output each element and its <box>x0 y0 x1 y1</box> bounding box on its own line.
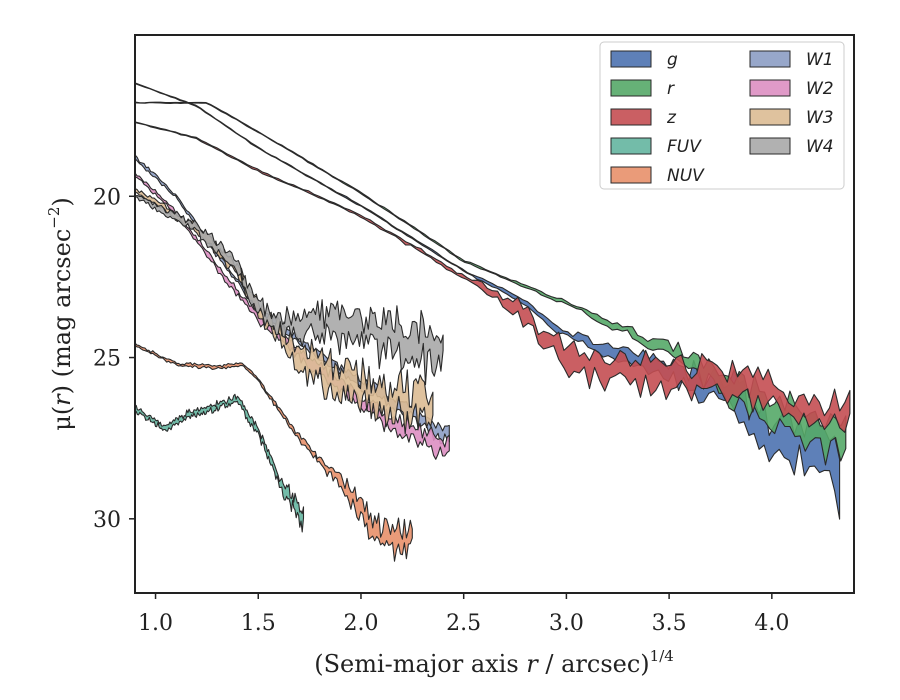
x-tick-label: 3.0 <box>549 611 584 636</box>
series-layer <box>134 82 851 562</box>
legend-swatch-w3 <box>749 108 791 126</box>
series-band-r <box>134 101 847 466</box>
legend-label-w1: W1 <box>806 50 834 70</box>
x-tick-label: 1.0 <box>138 611 173 636</box>
legend-label-fuv: FUV <box>667 137 702 157</box>
legend-items: grz FUV NUV W1 W2 W3 W4 <box>610 50 834 186</box>
legend-label-w4: W4 <box>806 137 834 157</box>
legend-swatch-fuv <box>610 137 652 155</box>
legend-label-w2: W2 <box>806 79 834 99</box>
x-axis-title: (Semi-major axis r / arcsec)1/4 <box>314 647 674 678</box>
y-tick-label: 20 <box>93 185 121 210</box>
ticks-layer: 1.0 1.5 2.0 2.5 3.0 3.5 4.0 20 25 30 <box>93 185 789 636</box>
legend-swatch-nuv <box>610 166 652 184</box>
legend-label-r: r <box>667 79 675 99</box>
y-axis-title: μ(r) (mag arcsec−2) <box>45 197 76 431</box>
legend-swatch-r <box>610 79 652 97</box>
series-band-fuv <box>134 393 305 533</box>
y-tick-label: 25 <box>93 347 121 372</box>
legend-swatch-w1 <box>749 50 791 68</box>
x-tick-label: 2.5 <box>446 611 481 636</box>
x-tick-label: 4.0 <box>754 611 789 636</box>
series-band-z <box>134 121 851 433</box>
legend-swatch-z <box>610 108 652 126</box>
legend-label-g: g <box>667 50 678 70</box>
legend-swatch-g <box>610 50 652 68</box>
legend: grz FUV NUV W1 W2 W3 W4 <box>599 41 845 190</box>
x-tick-label: 2.0 <box>343 611 378 636</box>
series-band-g <box>134 82 841 520</box>
y-tick-label: 30 <box>93 508 121 533</box>
legend-swatch-w2 <box>749 79 791 97</box>
series-band-w4 <box>134 194 444 386</box>
series-band-w2 <box>134 172 450 460</box>
x-tick-label: 3.5 <box>652 611 687 636</box>
legend-label-nuv: NUV <box>667 166 705 186</box>
x-tick-label: 1.5 <box>241 611 276 636</box>
legend-swatch-w4 <box>749 137 791 155</box>
legend-label-w3: W3 <box>806 108 834 128</box>
series-band-nuv <box>134 342 413 562</box>
legend-label-z: z <box>666 108 677 128</box>
plot-frame <box>134 34 855 594</box>
